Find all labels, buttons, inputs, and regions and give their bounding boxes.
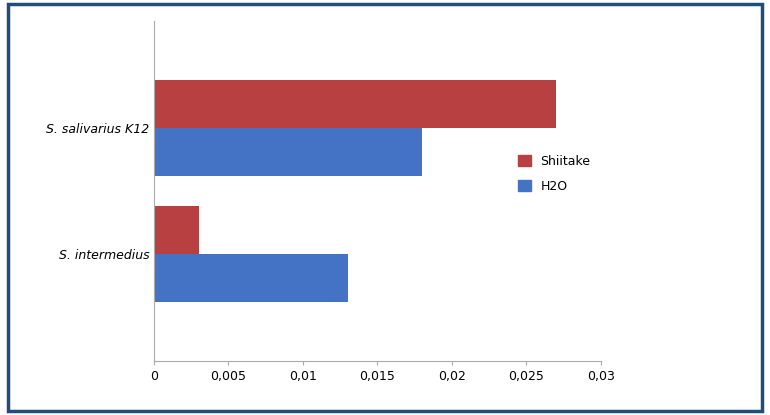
Legend: Shiitake, H2O: Shiitake, H2O (514, 151, 594, 197)
Bar (154, 128, 422, 176)
Bar (154, 206, 199, 254)
Bar (154, 254, 347, 302)
Bar (154, 80, 556, 128)
